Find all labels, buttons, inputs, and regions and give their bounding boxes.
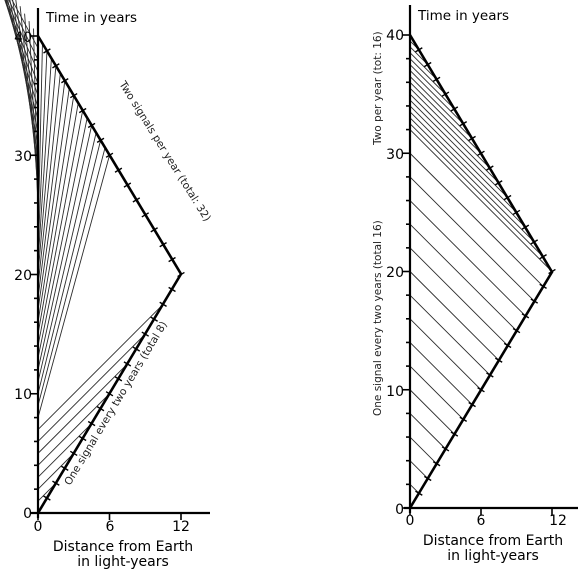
signal-line bbox=[409, 389, 455, 435]
left-x-axis-title-line2: in light-years bbox=[77, 554, 169, 570]
signal-line bbox=[409, 152, 544, 287]
signal-line bbox=[37, 393, 110, 466]
left-inbound-label: Two signals per year (total: 32) bbox=[116, 78, 213, 223]
signal-line bbox=[409, 93, 500, 184]
right-y-tick-label-20: 20 bbox=[386, 265, 404, 281]
right-y-tick-label-0: 0 bbox=[395, 502, 404, 518]
signal-line bbox=[6, 0, 39, 72]
signal-line bbox=[409, 294, 491, 376]
right-traveler-worldline bbox=[408, 34, 554, 509]
left-x-tick-label-0: 0 bbox=[34, 519, 43, 535]
signal-line bbox=[37, 453, 75, 490]
signal-line bbox=[409, 413, 446, 450]
signal-line bbox=[409, 342, 473, 405]
signal-line bbox=[409, 318, 482, 391]
signal-line bbox=[409, 111, 526, 228]
signal-line bbox=[409, 365, 464, 420]
signal-line bbox=[4, 0, 39, 96]
left-y-tick-label-0: 0 bbox=[23, 506, 32, 522]
signal-line bbox=[37, 73, 61, 287]
right-y-tick-label-30: 30 bbox=[386, 147, 404, 163]
signal-line bbox=[37, 423, 92, 478]
signal-line bbox=[37, 88, 70, 311]
signal-line bbox=[409, 117, 535, 243]
signal-line bbox=[37, 333, 146, 442]
right-axis-ticks bbox=[403, 34, 553, 515]
left-y-tick-label-30: 30 bbox=[14, 149, 32, 165]
signal-line bbox=[7, 0, 39, 132]
signal-line bbox=[409, 247, 508, 346]
left-x-tick-label-6: 6 bbox=[106, 519, 115, 535]
signal-line bbox=[409, 87, 491, 169]
right-x-tick-label-12: 12 bbox=[549, 513, 567, 529]
signal-line bbox=[409, 52, 437, 80]
right-x-tick-label-6: 6 bbox=[477, 513, 486, 529]
right-diagram: Time in years 0 10 20 30 40 0 6 12 Dista… bbox=[372, 5, 578, 564]
signal-line bbox=[409, 223, 517, 331]
signal-line bbox=[37, 303, 164, 430]
signal-line bbox=[409, 99, 508, 198]
signal-line bbox=[409, 81, 482, 154]
signal-line bbox=[37, 65, 57, 275]
signal-line bbox=[409, 176, 535, 302]
left-y-tick-label-20: 20 bbox=[14, 268, 32, 284]
signal-line bbox=[409, 58, 446, 95]
right-y-axis-title: Time in years bbox=[417, 8, 509, 24]
signal-line bbox=[37, 125, 93, 370]
left-diagram: Time in years 0 10 20 30 40 0 6 12 Dista… bbox=[4, 0, 213, 570]
left-x-tick-label-12: 12 bbox=[172, 519, 190, 535]
signal-line bbox=[37, 155, 110, 418]
signal-line bbox=[409, 70, 464, 125]
signal-line bbox=[409, 105, 517, 213]
signal-line bbox=[409, 129, 553, 272]
signal-line bbox=[4, 0, 39, 108]
right-earth-outbound-label: One signal every two years (total 16) bbox=[372, 220, 384, 416]
signal-line bbox=[37, 147, 106, 406]
left-y-tick-label-10: 10 bbox=[14, 387, 32, 403]
left-y-axis-title: Time in years bbox=[45, 10, 137, 26]
left-traveler-worldline bbox=[36, 35, 183, 514]
right-x-axis-title-line1: Distance from Earth bbox=[423, 533, 563, 549]
left-y-tick-label-40: 40 bbox=[14, 30, 32, 46]
left-worldline-ticks bbox=[43, 48, 185, 501]
signal-line bbox=[37, 117, 88, 359]
left-axis-ticks bbox=[31, 35, 182, 520]
signal-line bbox=[37, 103, 79, 335]
right-y-tick-label-10: 10 bbox=[386, 384, 404, 400]
signal-line bbox=[4, 0, 39, 84]
right-x-axis-title-line2: in light-years bbox=[447, 548, 539, 564]
right-x-tick-label-0: 0 bbox=[406, 513, 415, 529]
signal-line bbox=[409, 271, 500, 361]
signal-line bbox=[409, 76, 473, 139]
signal-line bbox=[37, 50, 48, 251]
right-y-tick-label-40: 40 bbox=[386, 28, 404, 44]
signal-line bbox=[37, 110, 84, 347]
signal-line bbox=[37, 132, 97, 382]
signal-line bbox=[409, 200, 526, 317]
signal-line bbox=[37, 58, 52, 263]
signal-line bbox=[8, 0, 39, 61]
signal-line bbox=[37, 95, 75, 323]
signal-line bbox=[37, 363, 128, 454]
signal-line bbox=[5, 0, 39, 120]
signal-line bbox=[37, 80, 66, 299]
signal-line bbox=[409, 123, 544, 258]
left-signal-lines bbox=[4, 0, 164, 502]
signal-line bbox=[37, 140, 101, 394]
signal-line bbox=[409, 436, 437, 464]
signal-line bbox=[11, 0, 39, 49]
right-earth-inbound-label: Two per year (tot: 16) bbox=[372, 31, 384, 146]
signal-line bbox=[409, 64, 455, 110]
left-x-axis-title-line1: Distance from Earth bbox=[53, 539, 193, 555]
right-signal-lines bbox=[409, 40, 553, 494]
left-outbound-label: One signal every two years (total 8) bbox=[62, 319, 170, 487]
signal-line bbox=[409, 460, 429, 479]
